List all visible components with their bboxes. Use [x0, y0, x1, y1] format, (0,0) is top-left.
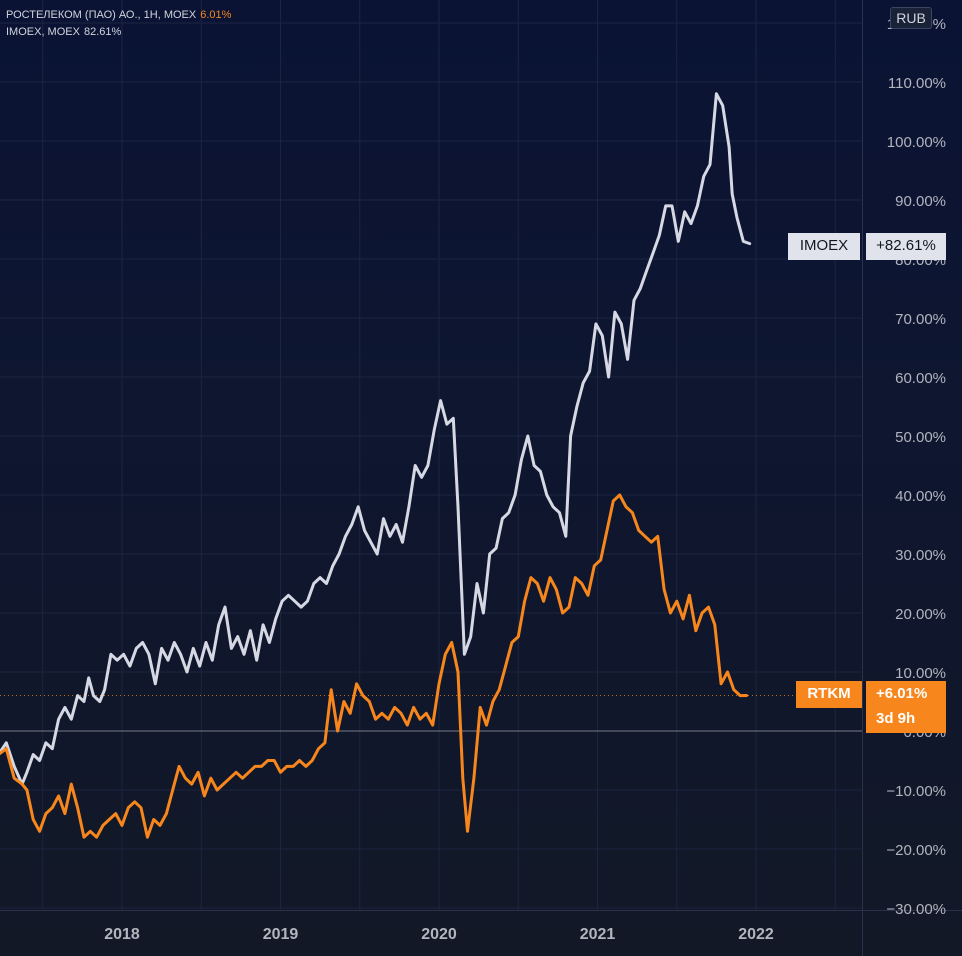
- x-tick-label: 2018: [104, 926, 140, 943]
- y-axis-tick-labels: 120.00%110.00%100.00%90.00%80.00%70.00%6…: [886, 16, 946, 918]
- legend-imoex-title: IMOEX, MOEX: [6, 26, 80, 38]
- legend-rtkm-title: РОСТЕЛЕКОМ (ПАО) АО., 1Н, MOEX: [6, 9, 197, 21]
- y-tick-label: −30.00%: [886, 901, 946, 918]
- imoex-series-tag: IMOEX: [788, 233, 860, 260]
- rtkm-series-tag: RTKM: [796, 681, 862, 708]
- x-tick-label: 2020: [421, 926, 457, 943]
- legend-imoex[interactable]: IMOEX, MOEX 82.61%: [6, 24, 231, 41]
- series-line-imoex: [0, 92, 752, 786]
- rtkm-value-tag: +6.01% 3d 9h: [866, 681, 946, 733]
- y-tick-label: 110.00%: [888, 75, 946, 92]
- legend-rtkm-pct: 6.01%: [200, 9, 232, 21]
- imoex-value-tag: +82.61%: [866, 233, 946, 260]
- y-tick-label: 40.00%: [895, 488, 946, 505]
- x-tick-label: 2022: [738, 926, 774, 943]
- y-tick-label: 60.00%: [895, 370, 946, 387]
- x-axis-tick-labels: 2018 2019 2020 2021 2022: [104, 926, 774, 943]
- y-tick-label: 90.00%: [895, 193, 946, 210]
- rtkm-value: +6.01%: [876, 685, 928, 702]
- y-tick-label: −10.00%: [886, 783, 946, 800]
- y-tick-label: 100.00%: [887, 134, 946, 151]
- legend-imoex-pct: 82.61%: [83, 26, 122, 38]
- y-tick-label: 50.00%: [895, 429, 946, 446]
- y-tick-label: 70.00%: [895, 311, 946, 328]
- currency-badge[interactable]: RUB: [890, 7, 932, 29]
- series-lines: [0, 92, 752, 839]
- x-tick-label: 2019: [263, 926, 299, 943]
- y-tick-label: −20.00%: [886, 842, 946, 859]
- y-tick-label: 20.00%: [895, 606, 946, 623]
- x-tick-label: 2021: [580, 926, 616, 943]
- y-tick-label: 30.00%: [895, 547, 946, 564]
- rtkm-countdown: 3d 9h: [876, 710, 916, 727]
- series-line-rtkm: [0, 493, 748, 839]
- legend: РОСТЕЛЕКОМ (ПАО) АО., 1Н, MOEX 6.01% IMOE…: [6, 7, 231, 41]
- y-tick-label: 10.00%: [895, 665, 946, 682]
- legend-rtkm[interactable]: РОСТЕЛЕКОМ (ПАО) АО., 1Н, MOEX 6.01%: [6, 7, 231, 24]
